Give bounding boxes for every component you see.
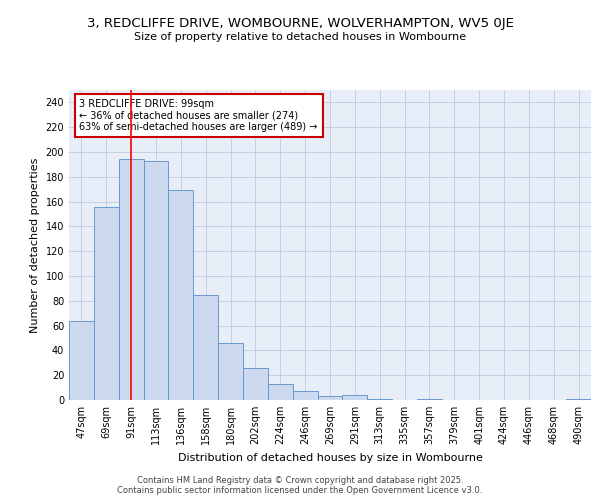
Text: Contains HM Land Registry data © Crown copyright and database right 2025.
Contai: Contains HM Land Registry data © Crown c… [118, 476, 482, 495]
X-axis label: Distribution of detached houses by size in Wombourne: Distribution of detached houses by size … [178, 452, 482, 462]
Text: Size of property relative to detached houses in Wombourne: Size of property relative to detached ho… [134, 32, 466, 42]
Bar [143, 160, 169, 400]
Bar [69, 320, 94, 400]
Bar [169, 190, 193, 400]
Bar [343, 395, 367, 400]
Bar [119, 160, 143, 400]
Y-axis label: Number of detached properties: Number of detached properties [30, 158, 40, 332]
Bar [243, 368, 268, 400]
Bar [268, 384, 293, 400]
Bar [417, 399, 442, 400]
Bar [193, 294, 218, 400]
Bar [566, 399, 591, 400]
Text: 3 REDCLIFFE DRIVE: 99sqm
← 36% of detached houses are smaller (274)
63% of semi-: 3 REDCLIFFE DRIVE: 99sqm ← 36% of detach… [79, 100, 318, 132]
Bar [94, 206, 119, 400]
Bar [317, 396, 343, 400]
Bar [293, 392, 317, 400]
Bar [367, 399, 392, 400]
Bar [218, 343, 243, 400]
Text: 3, REDCLIFFE DRIVE, WOMBOURNE, WOLVERHAMPTON, WV5 0JE: 3, REDCLIFFE DRIVE, WOMBOURNE, WOLVERHAM… [86, 18, 514, 30]
